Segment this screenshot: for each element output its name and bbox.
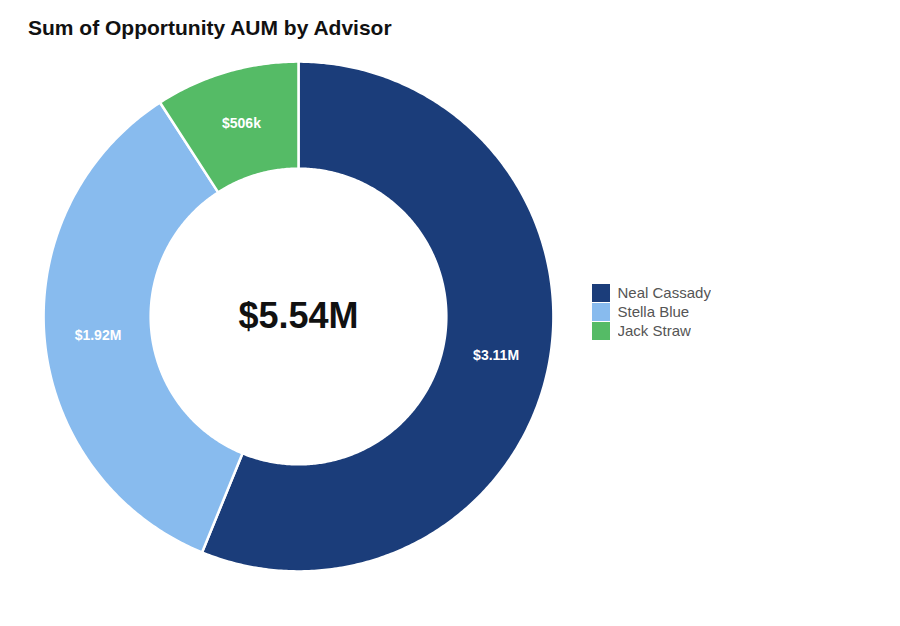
html-text:Jack Straw: Jack Straw <box>617 322 691 340</box>
svg-text:$506k: $506k <box>222 115 261 131</box>
html-text:Stella Blue: Stella Blue <box>617 303 690 321</box>
svg-text:$1.92M: $1.92M <box>75 327 122 343</box>
svg-text:$3.11M: $3.11M <box>473 347 519 363</box>
svg-text:$5.54M: $5.54M <box>238 295 358 336</box>
html-text:Neal Cassady: Neal Cassady <box>617 284 711 302</box>
html-text:Sum of Opportunity AUM by Advi: Sum of Opportunity AUM by Advisor <box>28 16 392 39</box>
